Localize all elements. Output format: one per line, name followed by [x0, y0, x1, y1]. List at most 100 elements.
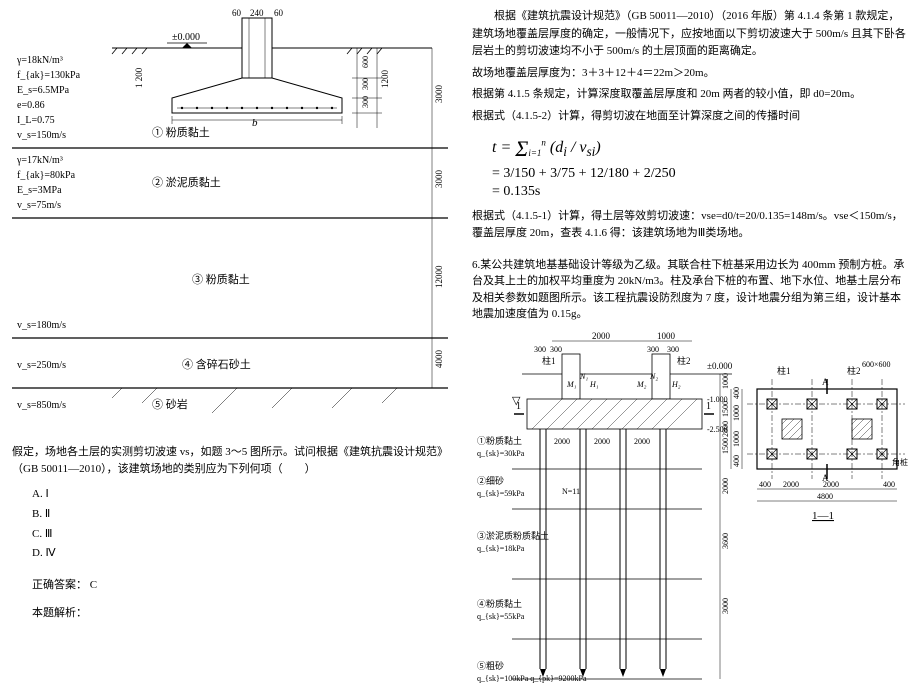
svg-text:q_{sk}=30kPa: q_{sk}=30kPa: [477, 449, 525, 458]
svg-text:2800: 2800: [721, 421, 730, 437]
svg-text:1—1: 1—1: [812, 510, 834, 522]
svg-text:⑤粗砂: ⑤粗砂: [477, 660, 504, 671]
right-column: 根据《建筑抗震设计规范》（GB 50011—2010）（2016 年版）第 4.…: [460, 0, 920, 651]
svg-text:E_s=6.5MPa: E_s=6.5MPa: [17, 85, 70, 96]
svg-text:2000: 2000: [594, 437, 610, 446]
svg-text:③ 粉质黏土: ③ 粉质黏土: [192, 272, 250, 286]
svg-text:400: 400: [732, 387, 741, 399]
svg-text:柱2: 柱2: [677, 355, 691, 366]
svg-text:I_L=0.75: I_L=0.75: [17, 115, 55, 126]
correct-answer: 正确答案： C: [32, 576, 448, 592]
svg-text:1000: 1000: [732, 405, 741, 421]
svg-text:1200: 1200: [380, 70, 390, 89]
svg-text:1000: 1000: [732, 431, 741, 447]
svg-text:N₂: N₂: [649, 372, 658, 381]
svg-text:H₁: H₁: [589, 380, 599, 389]
svg-text:2000: 2000: [592, 331, 611, 341]
svg-text:①粉质黏土: ①粉质黏土: [477, 435, 522, 446]
svg-text:v_s=75m/s: v_s=75m/s: [17, 200, 61, 211]
svg-text:3000: 3000: [434, 170, 444, 189]
svg-text:④粉质黏土: ④粉质黏土: [477, 598, 522, 609]
svg-text:b: b: [252, 117, 258, 129]
svg-text:f_{ak}=130kPa: f_{ak}=130kPa: [17, 70, 81, 81]
svg-text:⑤ 砂岩: ⑤ 砂岩: [152, 397, 188, 411]
svg-text:q_{sk}=18kPa: q_{sk}=18kPa: [477, 544, 525, 553]
explain-p1: 根据《建筑抗震设计规范》（GB 50011—2010）（2016 年版）第 4.…: [472, 8, 908, 61]
svg-text:柱2: 柱2: [847, 365, 861, 376]
svg-text:3000: 3000: [721, 598, 730, 614]
svg-text:q_{sk}=100kPa q_{pk}=9200kPa: q_{sk}=100kPa q_{pk}=9200kPa: [477, 674, 587, 683]
svg-text:1500: 1500: [721, 438, 730, 454]
svg-text:N=11: N=11: [562, 487, 580, 496]
question-text: 假定，场地各土层的实测剪切波速 vs，如题 3～5 图所示。试问根据《建筑抗震设…: [12, 444, 448, 477]
svg-text:300: 300: [361, 78, 370, 90]
svg-text:2000: 2000: [554, 437, 570, 446]
svg-text:300: 300: [550, 345, 562, 354]
svg-text:柱1: 柱1: [777, 365, 791, 376]
svg-text:① 粉质黏土: ① 粉质黏土: [152, 125, 210, 139]
svg-text:300: 300: [647, 345, 659, 354]
formula-line-1: = 3/150 + 3/75 + 12/180 + 2/250: [492, 166, 908, 182]
svg-text:4800: 4800: [817, 492, 833, 501]
svg-text:300: 300: [361, 96, 370, 108]
svg-text:q_{sk}=59kPa: q_{sk}=59kPa: [477, 489, 525, 498]
q6-text: 6.某公共建筑地基基础设计等级为乙级。其联合柱下桩基采用边长为 400mm 预制…: [472, 257, 908, 323]
page: ±0.000 60 240 60 b: [0, 0, 920, 651]
svg-text:E_s=3MPa: E_s=3MPa: [17, 185, 62, 196]
svg-text:2000: 2000: [634, 437, 650, 446]
svg-text:柱1: 柱1: [542, 355, 556, 366]
svg-text:600: 600: [361, 56, 370, 68]
svg-text:v_s=850m/s: v_s=850m/s: [17, 400, 66, 411]
svg-text:③淤泥质粉质黏土: ③淤泥质粉质黏土: [477, 530, 549, 541]
svg-text:γ=17kN/m³: γ=17kN/m³: [16, 155, 63, 166]
svg-text:H₂: H₂: [671, 380, 681, 389]
svg-text:e=0.86: e=0.86: [17, 100, 45, 111]
svg-text:4000: 4000: [434, 350, 444, 369]
svg-text:1: 1: [706, 401, 711, 412]
svg-text:④ 含碎石砂土: ④ 含碎石砂土: [182, 357, 251, 371]
svg-text:2000: 2000: [783, 480, 799, 489]
left-column: ±0.000 60 240 60 b: [0, 0, 460, 651]
svg-text:M₁: M₁: [566, 380, 577, 389]
svg-text:1: 1: [516, 401, 521, 412]
svg-text:300: 300: [534, 345, 546, 354]
option-a: A. Ⅰ: [32, 485, 448, 505]
svg-text:②细砂: ②细砂: [477, 475, 504, 486]
svg-text:2000: 2000: [721, 478, 730, 494]
svg-text:3000: 3000: [434, 85, 444, 104]
svg-text:60: 60: [232, 8, 242, 18]
soil-profile-diagram: ±0.000 60 240 60 b: [12, 8, 448, 438]
options-list: A. Ⅰ B. Ⅱ C. Ⅲ D. Ⅳ: [32, 485, 448, 564]
svg-text:f_{ak}=80kPa: f_{ak}=80kPa: [17, 170, 76, 181]
svg-text:γ=18kN/m³: γ=18kN/m³: [16, 55, 63, 66]
explanation-label: 本题解析：: [32, 604, 448, 620]
svg-text:角桩1: 角桩1: [892, 457, 908, 467]
svg-text:400: 400: [759, 480, 771, 489]
svg-text:3600: 3600: [721, 533, 730, 549]
svg-text:v_s=180m/s: v_s=180m/s: [17, 320, 66, 331]
svg-text:v_s=250m/s: v_s=250m/s: [17, 360, 66, 371]
svg-text:M₂: M₂: [636, 380, 647, 389]
elev-zero-label: ±0.000: [172, 32, 200, 43]
svg-text:v_s=150m/s: v_s=150m/s: [17, 130, 66, 141]
formula-t: t = Σi=1n (di / vsi): [492, 132, 908, 160]
explain-p4: 根据式（4.1.5-2）计算，得剪切波在地面至计算深度之间的传播时间: [472, 108, 908, 126]
svg-text:240: 240: [250, 8, 264, 18]
svg-text:q_{sk}=55kPa: q_{sk}=55kPa: [477, 612, 525, 621]
svg-text:60: 60: [274, 8, 284, 18]
svg-text:400: 400: [883, 480, 895, 489]
option-d: D. Ⅳ: [32, 544, 448, 564]
svg-text:1000: 1000: [657, 331, 676, 341]
svg-text:600×600: 600×600: [862, 360, 891, 369]
svg-text:300: 300: [667, 345, 679, 354]
svg-text:1500: 1500: [721, 401, 730, 417]
svg-text:1 200: 1 200: [134, 67, 144, 88]
option-c: C. Ⅲ: [32, 525, 448, 545]
option-b: B. Ⅱ: [32, 505, 448, 525]
svg-text:2000: 2000: [823, 480, 839, 489]
svg-text:② 淤泥质黏土: ② 淤泥质黏土: [152, 175, 221, 189]
svg-text:12000: 12000: [434, 265, 444, 288]
svg-text:N₁: N₁: [579, 372, 588, 381]
svg-text:400: 400: [732, 455, 741, 467]
q6-diagram: 2000 1000 ±0.000 柱1 柱2 M₁N₁H₁ M₂N₂H₂: [472, 329, 908, 699]
